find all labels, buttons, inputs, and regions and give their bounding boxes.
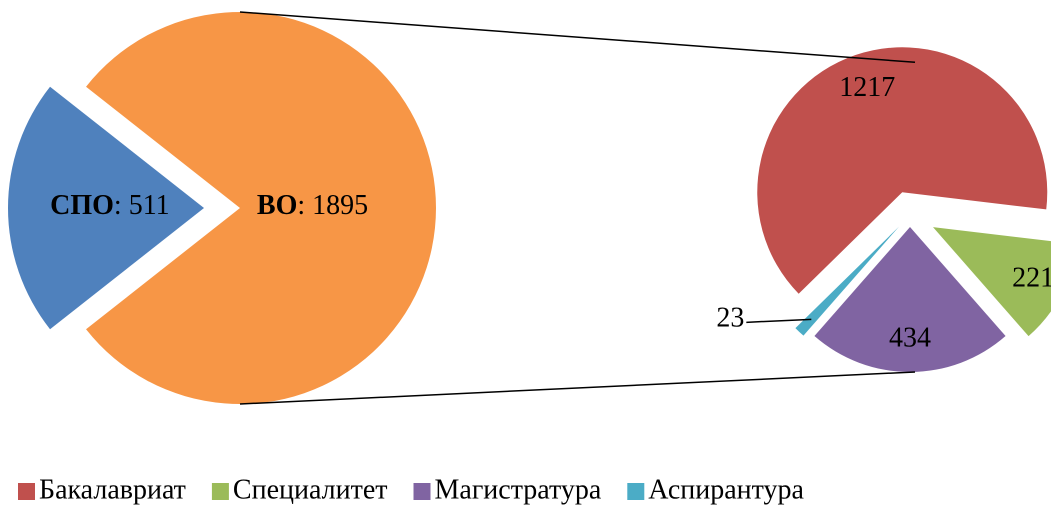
- pie-slice: [814, 227, 1006, 372]
- data-label: 1217: [839, 72, 895, 103]
- category-name: СПО: [50, 190, 114, 221]
- connector-line: [239, 11, 916, 64]
- pie-slice: [933, 227, 1051, 337]
- data-label: 221: [1012, 262, 1051, 293]
- label-separator: :: [114, 190, 122, 221]
- legend-label: Бакалавриат: [39, 474, 186, 505]
- connector-line: [239, 371, 916, 405]
- legend-swatch: [413, 483, 431, 500]
- data-label: СПО: 511: [50, 190, 170, 221]
- category-name: ВО: [257, 190, 297, 221]
- legend-label: Специалитет: [233, 474, 388, 505]
- pie-slice: [86, 11, 437, 404]
- legend-swatch: [211, 483, 229, 500]
- leader-line: [746, 318, 812, 324]
- legend-label: Магистратура: [435, 474, 602, 505]
- legend-swatch: [18, 483, 35, 500]
- pie-slice: [7, 86, 205, 330]
- data-label: 434: [889, 323, 931, 354]
- data-label: 23: [716, 303, 744, 334]
- label-separator: :: [297, 190, 305, 221]
- legend-swatch: [627, 483, 645, 500]
- pie-slice: [795, 226, 900, 336]
- value: 1895: [312, 190, 368, 221]
- pie-slice: [757, 47, 1048, 294]
- legend-label: Аспирантура: [648, 474, 804, 505]
- data-label: ВО: 1895: [257, 190, 368, 221]
- value: 511: [129, 190, 170, 221]
